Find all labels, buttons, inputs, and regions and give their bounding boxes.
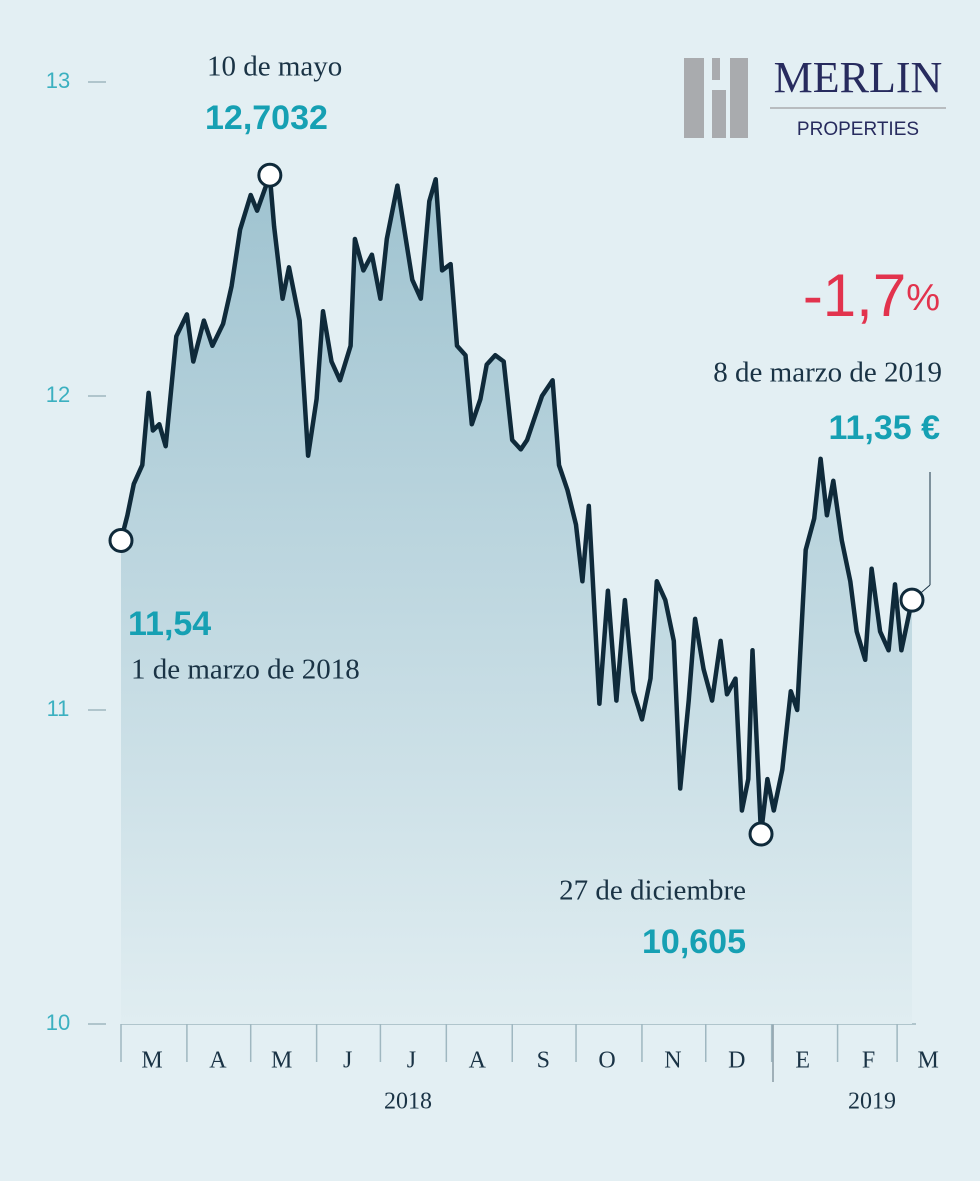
y-tick-label: 12 — [46, 382, 70, 407]
change-unit: % — [906, 277, 940, 319]
logo-sub: PROPERTIES — [797, 119, 919, 140]
x-tick-label: F — [862, 1048, 875, 1074]
x-tick-label: E — [795, 1048, 810, 1074]
x-tick-label: O — [598, 1048, 615, 1074]
x-tick-label: J — [343, 1048, 352, 1074]
point-marker — [257, 162, 283, 188]
annotation-value: 10,605 — [642, 923, 746, 961]
logo: MERLIN PROPERTIES — [684, 53, 946, 140]
point-marker — [899, 587, 925, 613]
x-tick-label: A — [209, 1048, 227, 1074]
change-value: -1,7 — [803, 262, 906, 329]
x-tick-label: A — [469, 1048, 487, 1074]
annotation-value: 12,7032 — [205, 99, 328, 137]
line — [118, 172, 915, 837]
logo-name: MERLIN — [774, 53, 943, 102]
point-marker — [748, 821, 774, 847]
x-tick-label: M — [141, 1048, 162, 1074]
annotation-date: 27 de diciembre — [559, 875, 746, 907]
x-tick-label: N — [664, 1048, 681, 1074]
x-tick-label: S — [537, 1048, 550, 1074]
annotation-value: 11,35 € — [828, 409, 940, 447]
annotation-date: 1 de marzo de 2018 — [131, 654, 360, 686]
annotation-value: 11,54 — [128, 605, 211, 643]
x-tick-label: M — [271, 1048, 292, 1074]
y-tick-label: 13 — [46, 68, 70, 93]
year-label: 2019 — [848, 1089, 896, 1115]
annotation-change: -1,7% — [803, 262, 940, 329]
x-tick-label: J — [407, 1048, 416, 1074]
x-tick-label: D — [728, 1048, 745, 1074]
year-label: 2018 — [384, 1089, 432, 1115]
annotation-date: 10 de mayo — [207, 51, 342, 83]
y-tick-label: 10 — [46, 1010, 70, 1035]
x-tick-label: M — [917, 1048, 938, 1074]
y-tick-label: 11 — [47, 696, 70, 721]
area — [121, 175, 912, 1024]
point-marker — [108, 527, 134, 553]
annotation-date: 8 de marzo de 2019 — [713, 357, 942, 389]
